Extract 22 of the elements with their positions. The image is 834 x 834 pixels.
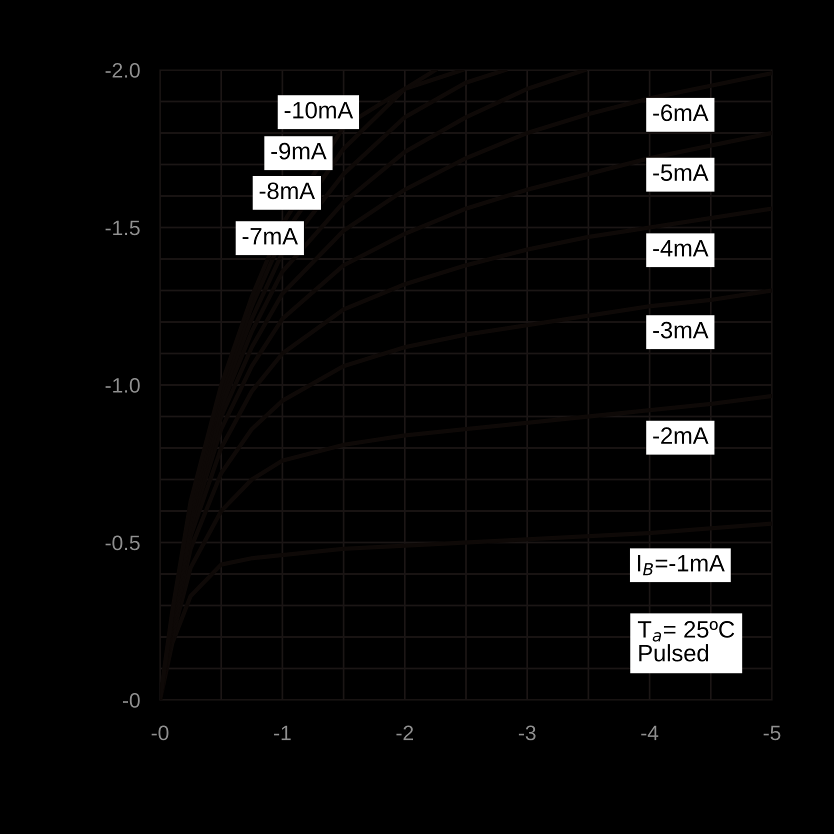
series-label: -8mA xyxy=(260,182,315,200)
x-tick-label: -2 xyxy=(396,726,414,740)
y-tick-label: -1.0 xyxy=(106,378,140,393)
series-label: -5mA xyxy=(653,164,708,182)
x-tick-label: -3 xyxy=(518,726,536,740)
annotation: T$_{a}$= 25ºC Pulsed xyxy=(638,621,734,662)
series-label: -2mA xyxy=(653,427,708,444)
series-label: I$_{B}$=-1mA xyxy=(638,555,725,576)
series-label: -9mA xyxy=(271,142,327,160)
y-tick-label: -0.5 xyxy=(106,536,140,550)
series-label: -3mA xyxy=(653,322,708,339)
x-tick-label: -5 xyxy=(764,726,780,740)
series-label: -4mA xyxy=(653,240,708,256)
y-tick-label: -1.5 xyxy=(106,220,140,236)
x-tick-label: -0 xyxy=(152,726,168,740)
x-tick-label: -4 xyxy=(641,726,658,740)
y-tick-label: -2.0 xyxy=(106,63,140,78)
y-tick-label: -0 xyxy=(122,693,140,708)
x-tick-label: -1 xyxy=(274,726,291,740)
series-label: -6mA xyxy=(653,104,708,122)
series-label: -7mA xyxy=(242,228,298,244)
series-label: -10mA xyxy=(284,102,354,119)
